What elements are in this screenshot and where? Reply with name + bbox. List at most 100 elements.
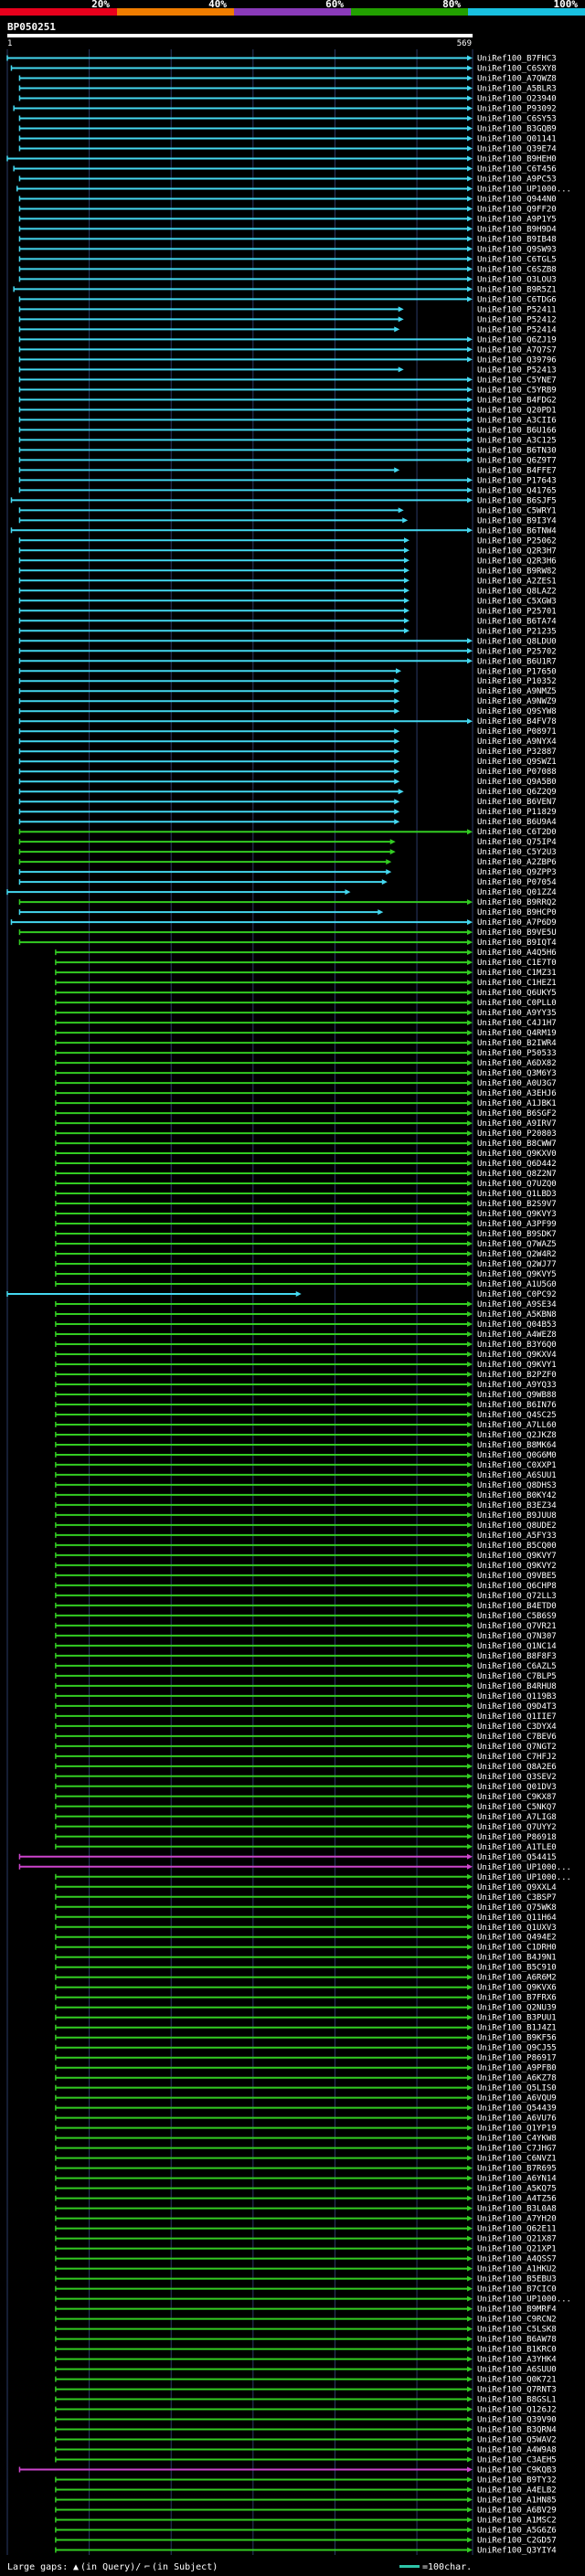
hit-row[interactable]: UniRef100_C5XGW3 xyxy=(18,597,557,606)
hit-label[interactable]: UniRef100_B3Y6Q0 xyxy=(477,1341,557,1350)
hit-label[interactable]: UniRef100_Q9KVX6 xyxy=(477,1984,557,1993)
hit-row[interactable]: UniRef100_B9IB48 xyxy=(18,235,557,244)
hit-row[interactable]: UniRef100_O23940 xyxy=(18,94,557,103)
hit-row[interactable]: UniRef100_A1HN85 xyxy=(55,2496,557,2506)
hit-label[interactable]: UniRef100_A4W9A8 xyxy=(477,2446,557,2455)
hit-row[interactable]: UniRef100_A9SE34 xyxy=(55,1300,557,1309)
hit-label[interactable]: UniRef100_B8MK64 xyxy=(477,1441,557,1450)
hit-row[interactable]: UniRef100_C9KQB3 xyxy=(18,2466,557,2475)
hit-label[interactable]: UniRef100_A5KBN8 xyxy=(477,1310,557,1320)
hit-row[interactable]: UniRef100_C5YNE7 xyxy=(18,376,557,385)
hit-row[interactable]: UniRef100_Q54415 xyxy=(18,1853,557,1862)
hit-label[interactable]: UniRef100_B8F8F3 xyxy=(477,1652,557,1661)
hit-row[interactable]: UniRef100_C1E7T0 xyxy=(55,959,557,968)
hit-row[interactable]: UniRef100_A2ZBP6 xyxy=(18,858,557,867)
hit-label[interactable]: UniRef100_C6NVZ1 xyxy=(477,2155,557,2164)
hit-label[interactable]: UniRef100_P25701 xyxy=(477,607,557,616)
hit-row[interactable]: UniRef100_B6U166 xyxy=(18,426,557,435)
hit-row[interactable]: UniRef100_C5NKQ7 xyxy=(55,1803,557,1812)
hit-label[interactable]: UniRef100_Q1NC14 xyxy=(477,1642,557,1651)
hit-label[interactable]: UniRef100_B3GQB9 xyxy=(477,124,557,133)
hit-row[interactable]: UniRef100_Q5LIS0 xyxy=(55,2084,557,2094)
hit-label[interactable]: UniRef100_A1HKU2 xyxy=(477,2265,557,2274)
hit-label[interactable]: UniRef100_Q9WB88 xyxy=(477,1391,557,1400)
hit-row[interactable]: UniRef100_P32887 xyxy=(18,747,557,757)
hit-row[interactable]: UniRef100_A6KZ78 xyxy=(55,2074,557,2083)
hit-row[interactable]: UniRef100_Q944N0 xyxy=(18,195,557,204)
hit-row[interactable]: UniRef100_B2PZF0 xyxy=(55,1371,557,1380)
hit-label[interactable]: UniRef100_A9PC53 xyxy=(477,175,557,184)
hit-label[interactable]: UniRef100_P52412 xyxy=(477,315,557,324)
hit-label[interactable]: UniRef100_P17643 xyxy=(477,476,557,485)
hit-row[interactable]: UniRef100_C5Y2U3 xyxy=(18,848,557,857)
hit-row[interactable]: UniRef100_C0PLL0 xyxy=(55,999,557,1008)
hit-label[interactable]: UniRef100_B7FHC3 xyxy=(477,54,557,63)
hit-label[interactable]: UniRef100_A9YY35 xyxy=(477,1009,557,1018)
hit-row[interactable]: UniRef100_A6YN14 xyxy=(55,2175,557,2184)
hit-row[interactable]: UniRef100_C7BEV6 xyxy=(55,1733,557,1742)
hit-label[interactable]: UniRef100_A6VU76 xyxy=(477,2115,557,2124)
hit-row[interactable]: UniRef100_B9IQT4 xyxy=(18,938,557,948)
hit-label[interactable]: UniRef100_A5BLR3 xyxy=(477,84,557,93)
hit-row[interactable]: UniRef100_B2IWR4 xyxy=(55,1039,557,1048)
hit-label[interactable]: UniRef100_P50533 xyxy=(477,1049,557,1058)
hit-row[interactable]: UniRef100_B9SDK7 xyxy=(55,1230,557,1239)
hit-label[interactable]: UniRef100_Q7UZQ0 xyxy=(477,1180,557,1189)
hit-label[interactable]: UniRef100_Q7N307 xyxy=(477,1632,557,1641)
hit-label[interactable]: UniRef100_B6AW78 xyxy=(477,2336,557,2345)
hit-row[interactable]: UniRef100_C9KX87 xyxy=(55,1793,557,1802)
hit-row[interactable]: UniRef100_Q119B3 xyxy=(55,1692,557,1701)
hit-row[interactable]: UniRef100_C3AEH5 xyxy=(55,2456,557,2465)
hit-label[interactable]: UniRef100_C6SZB8 xyxy=(477,265,557,274)
hit-row[interactable]: UniRef100_Q0G6M0 xyxy=(55,1451,557,1460)
hit-label[interactable]: UniRef100_Q39796 xyxy=(477,355,557,365)
hit-row[interactable]: UniRef100_B0KY42 xyxy=(55,1491,557,1500)
hit-label[interactable]: UniRef100_A9NMZ5 xyxy=(477,687,557,696)
hit-row[interactable]: UniRef100_O3LOU3 xyxy=(18,275,557,284)
hit-label[interactable]: UniRef100_C6SXY8 xyxy=(477,64,557,73)
hit-row[interactable]: UniRef100_Q1IIE7 xyxy=(55,1712,557,1722)
hit-row[interactable]: UniRef100_Q7NGT2 xyxy=(55,1743,557,1752)
hit-label[interactable]: UniRef100_C5B6S9 xyxy=(477,1612,557,1621)
hit-row[interactable]: UniRef100_B6U9A4 xyxy=(18,818,557,827)
hit-label[interactable]: UniRef100_A6SUU0 xyxy=(477,2366,557,2375)
hit-label[interactable]: UniRef100_B6SJF5 xyxy=(477,496,557,505)
hit-label[interactable]: UniRef100_Q9VBE5 xyxy=(477,1572,557,1581)
hit-row[interactable]: UniRef100_B4FDG2 xyxy=(18,396,557,405)
hit-label[interactable]: UniRef100_C1E7T0 xyxy=(477,959,557,968)
hit-label[interactable]: UniRef100_UP1000... xyxy=(477,2295,571,2305)
hit-row[interactable]: UniRef100_B7FRX6 xyxy=(55,1994,557,2003)
hit-label[interactable]: UniRef100_Q9KXV0 xyxy=(477,1150,557,1159)
hit-label[interactable]: UniRef100_B1J4Z1 xyxy=(477,2024,557,2033)
hit-label[interactable]: UniRef100_Q119B3 xyxy=(477,1692,557,1701)
hit-label[interactable]: UniRef100_C0PLL0 xyxy=(477,999,557,1008)
hit-label[interactable]: UniRef100_B3L0A8 xyxy=(477,2205,557,2214)
hit-row[interactable]: UniRef100_C4J1H7 xyxy=(55,1019,557,1028)
hit-row[interactable]: UniRef100_C6TDG6 xyxy=(18,295,557,304)
hit-row[interactable]: UniRef100_P17650 xyxy=(18,667,557,676)
hit-label[interactable]: UniRef100_Q04B53 xyxy=(477,1320,557,1330)
hit-row[interactable]: UniRef100_A6VQU9 xyxy=(55,2094,557,2104)
hit-label[interactable]: UniRef100_A4WEZ8 xyxy=(477,1330,557,1340)
hit-row[interactable]: UniRef100_Q20PD1 xyxy=(18,406,557,415)
hit-row[interactable]: UniRef100_C5B6S9 xyxy=(55,1612,557,1621)
hit-row[interactable]: UniRef100_A1HKU2 xyxy=(55,2265,557,2274)
hit-row[interactable]: UniRef100_Q9A5B0 xyxy=(18,778,557,787)
hit-label[interactable]: UniRef100_A3EHJ6 xyxy=(477,1089,557,1098)
hit-label[interactable]: UniRef100_A7P6D9 xyxy=(477,918,557,928)
hit-label[interactable]: UniRef100_B3QRN4 xyxy=(477,2426,557,2435)
hit-label[interactable]: UniRef100_Q9D4T3 xyxy=(477,1702,557,1712)
hit-row[interactable]: UniRef100_Q7VR21 xyxy=(55,1622,557,1631)
hit-row[interactable]: UniRef100_B8MK64 xyxy=(55,1441,557,1450)
hit-label[interactable]: UniRef100_Q9KVY2 xyxy=(477,1562,557,1571)
hit-row[interactable]: UniRef100_B5EBU3 xyxy=(55,2275,557,2284)
hit-row[interactable]: UniRef100_A1U5G0 xyxy=(55,1280,557,1289)
hit-label[interactable]: UniRef100_C1HEZ1 xyxy=(477,979,557,988)
hit-label[interactable]: UniRef100_Q4SC25 xyxy=(477,1411,557,1420)
hit-label[interactable]: UniRef100_B6TNW4 xyxy=(477,526,557,535)
hit-label[interactable]: UniRef100_B6SGF2 xyxy=(477,1109,557,1118)
hit-label[interactable]: UniRef100_Q6D442 xyxy=(477,1160,557,1169)
hit-row[interactable]: UniRef100_P86918 xyxy=(55,1833,557,1842)
hit-row[interactable]: UniRef100_C4YKW8 xyxy=(55,2135,557,2144)
hit-row[interactable]: UniRef100_Q62E11 xyxy=(55,2225,557,2234)
